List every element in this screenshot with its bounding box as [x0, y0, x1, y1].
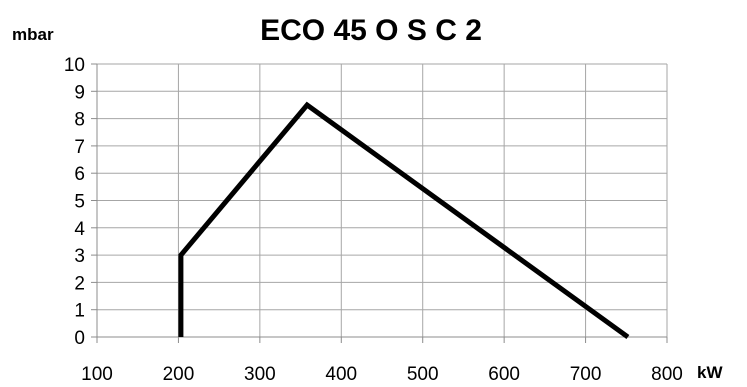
y-tick-label: 9 [74, 82, 85, 103]
y-axis-label: mbar [12, 25, 54, 44]
x-tick-label: 500 [407, 364, 439, 385]
y-tick-label: 5 [74, 192, 85, 213]
x-tick-label: 700 [570, 364, 602, 385]
y-tick-label: 6 [74, 164, 85, 185]
series-line [178, 101, 630, 340]
labels: ECO 45 O S C 2 mbar kW 0 1 2 3 4 5 6 7 8 9 10 100 20… [12, 14, 723, 385]
y-tick-label: 3 [74, 246, 85, 267]
y-tick-label: 4 [74, 219, 85, 240]
x-tick-label: 400 [325, 364, 357, 385]
axes [91, 63, 668, 343]
y-tick-label: 0 [74, 328, 85, 349]
series-layer [178, 101, 630, 340]
y-tick-label: 8 [74, 110, 85, 131]
y-tick-label: 7 [74, 137, 85, 158]
y-tick-label: 1 [74, 301, 85, 322]
x-tick-label: 300 [244, 364, 276, 385]
x-tick-label: 200 [163, 364, 195, 385]
y-tick-label: 2 [74, 273, 85, 294]
y-tick-label: 10 [64, 55, 85, 76]
x-tick-label: 600 [488, 364, 520, 385]
chart-title: ECO 45 O S C 2 [260, 14, 482, 47]
x-axis-label: kW [697, 363, 723, 382]
x-tick-label: 800 [651, 364, 683, 385]
x-tick-label: 100 [81, 364, 113, 385]
